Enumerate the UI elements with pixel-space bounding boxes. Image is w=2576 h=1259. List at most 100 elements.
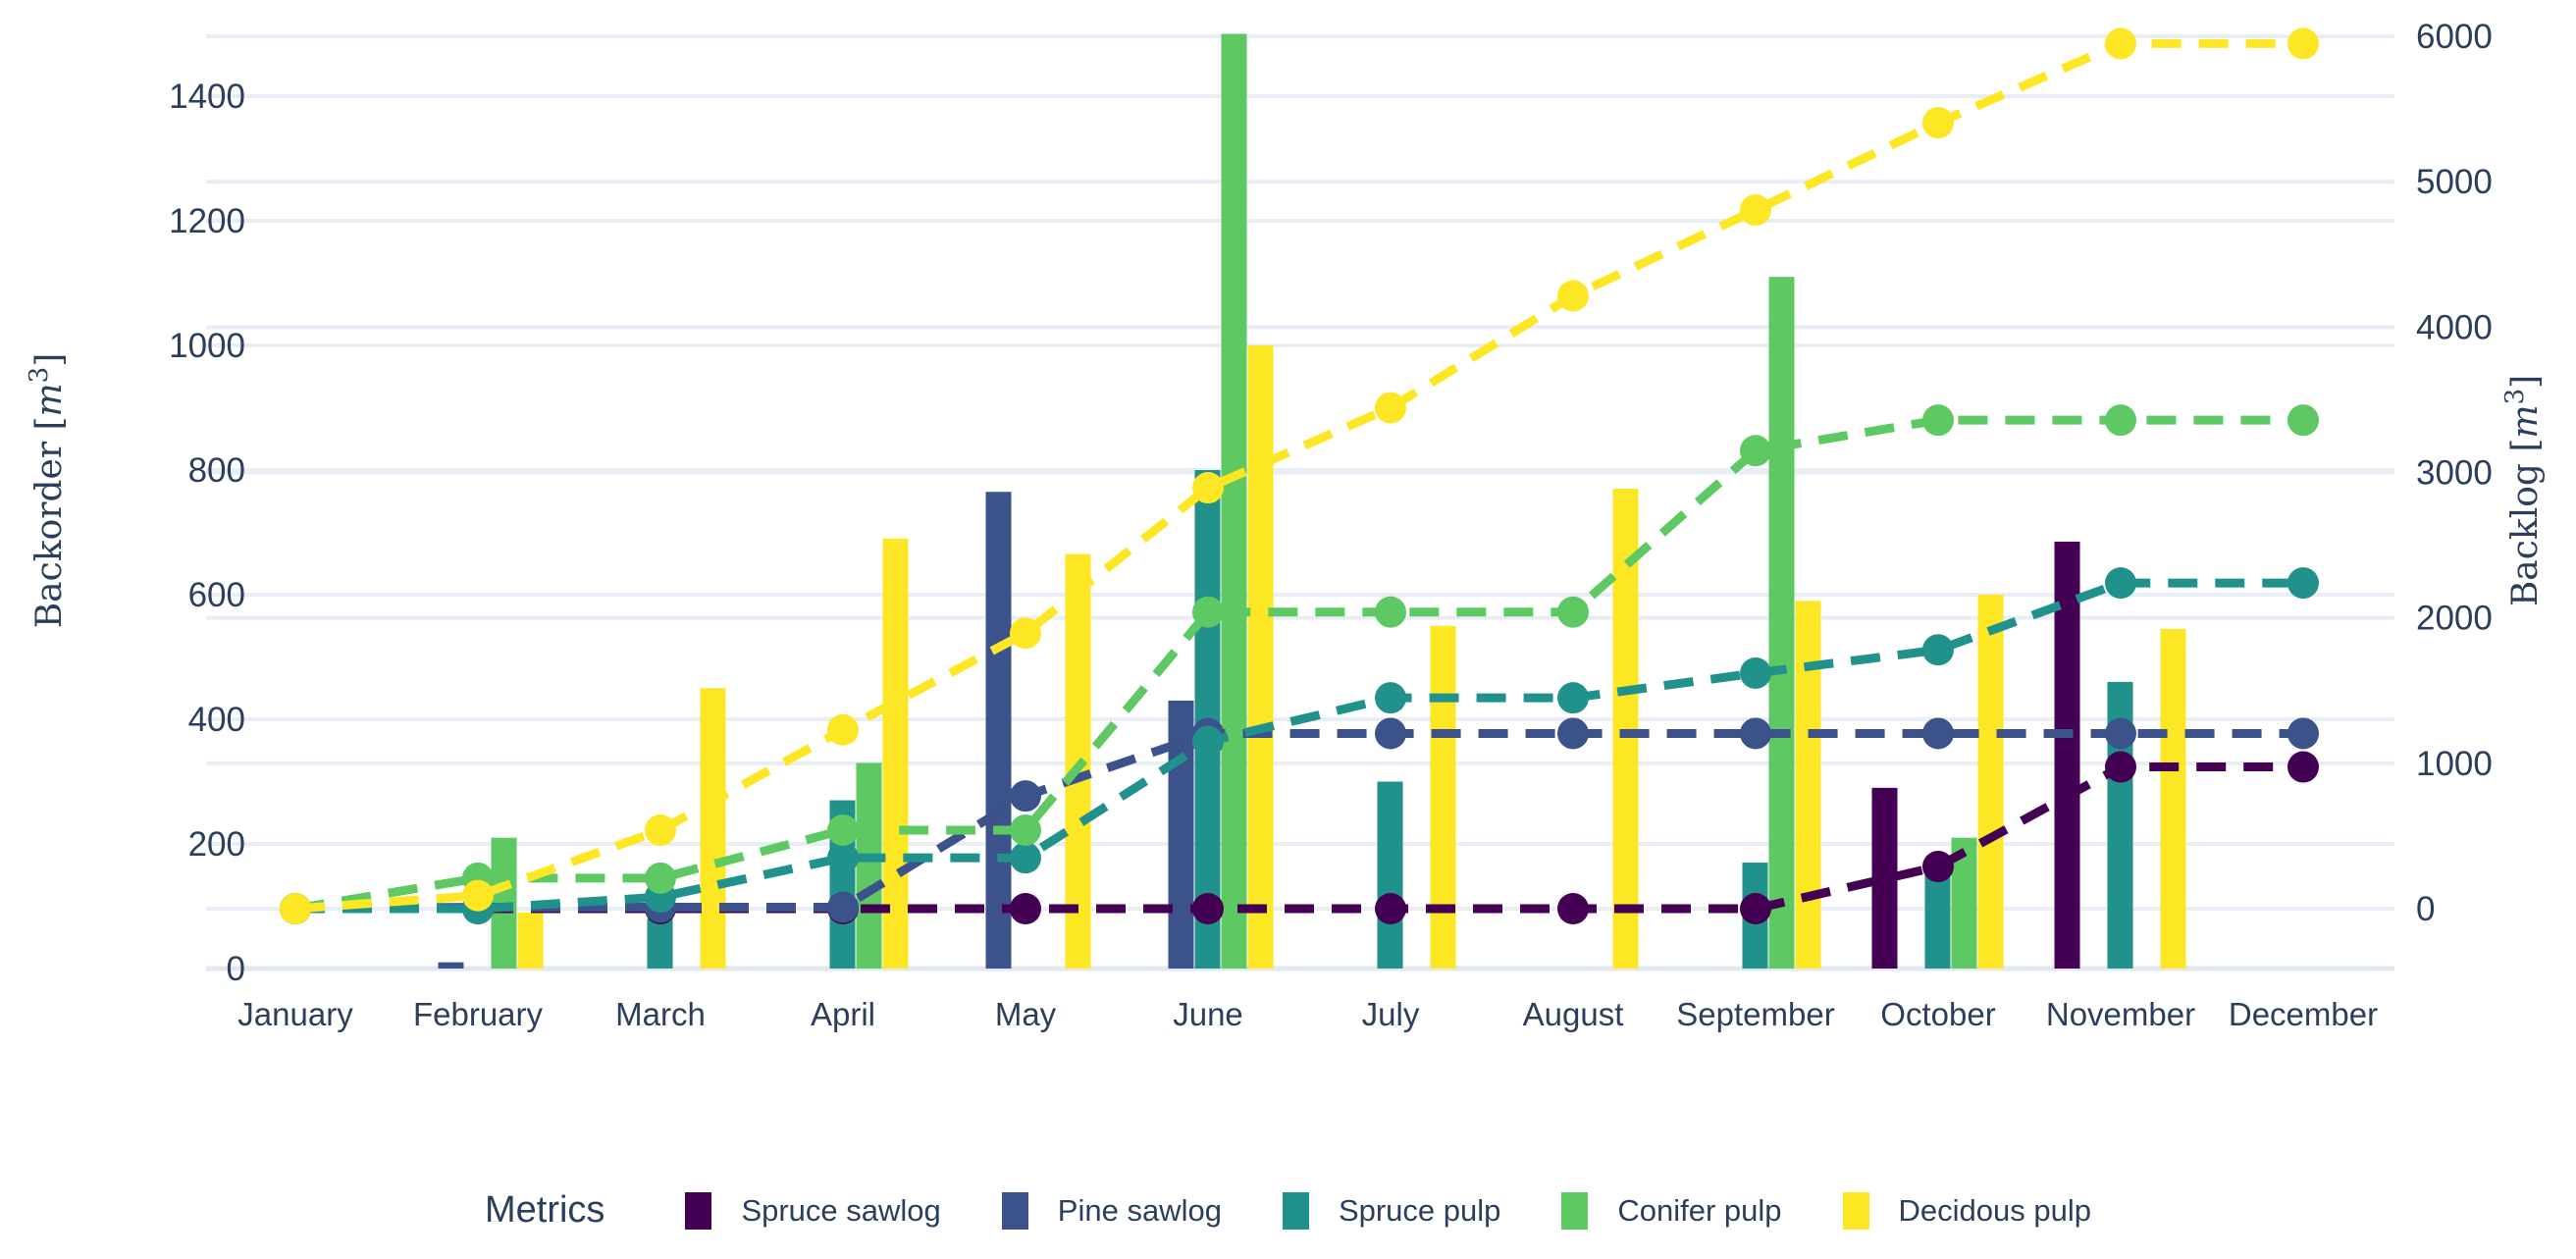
legend-swatch-pine-sawlog xyxy=(1001,1191,1028,1230)
bar-conifer-pulp-april[interactable] xyxy=(856,762,882,969)
marker-conifer-pulp-may xyxy=(1010,813,1041,846)
bar-spruce-sawlog-october[interactable] xyxy=(1871,787,1898,969)
marker-conifer-pulp-march xyxy=(645,862,676,894)
right-axis-title: Backlog [m3] xyxy=(2500,375,2546,606)
marker-decidous-pulp-june xyxy=(1192,472,1224,504)
marker-spruce-sawlog-july xyxy=(1375,893,1406,924)
right-tick-6000: 6000 xyxy=(2416,18,2493,56)
bar-decidous-pulp-february[interactable] xyxy=(517,912,544,969)
marker-pine-sawlog-october xyxy=(1922,717,1954,750)
line-pine-sawlog xyxy=(294,728,2303,914)
marker-decidous-pulp-december xyxy=(2287,27,2319,60)
marker-pine-sawlog-december xyxy=(2287,717,2319,750)
bar-spruce-sawlog-november[interactable] xyxy=(2054,542,2080,969)
marker-conifer-pulp-september xyxy=(1740,435,1771,467)
bar-spruce-pulp-july[interactable] xyxy=(1377,781,1403,970)
right-tick-3000: 3000 xyxy=(2416,454,2493,493)
bar-decidous-pulp-june[interactable] xyxy=(1247,345,1274,969)
legend-item-decidous-pulp[interactable]: Decidous pulp xyxy=(1842,1191,2092,1230)
legend-swatch-spruce-sawlog xyxy=(685,1191,712,1230)
marker-spruce-pulp-may xyxy=(1010,842,1041,874)
bar-spruce-pulp-october[interactable] xyxy=(1924,868,1951,969)
x-tick-august: August xyxy=(1523,996,1624,1032)
bars xyxy=(438,33,2186,970)
x-tick-october: October xyxy=(1880,996,1995,1032)
gridlines xyxy=(206,34,2394,971)
marker-decidous-pulp-april xyxy=(827,713,859,746)
bar-decidous-pulp-october[interactable] xyxy=(1977,595,2004,969)
marker-spruce-pulp-november xyxy=(2105,567,2136,600)
legend-item-spruce-pulp[interactable]: Spruce pulp xyxy=(1282,1191,1501,1230)
marker-pine-sawlog-may xyxy=(1010,780,1041,813)
bar-pine-sawlog-may[interactable] xyxy=(985,492,1012,969)
bar-pine-sawlog-june[interactable] xyxy=(1168,700,1194,969)
marker-pine-sawlog-april xyxy=(827,891,859,923)
bar-conifer-pulp-september[interactable] xyxy=(1768,277,1795,969)
bar-decidous-pulp-november[interactable] xyxy=(2160,628,2186,969)
x-tick-january: January xyxy=(237,996,353,1032)
bar-pine-sawlog-february[interactable] xyxy=(438,962,464,969)
marker-conifer-pulp-july xyxy=(1375,596,1406,628)
right-tick-4000: 4000 xyxy=(2416,308,2493,346)
marker-spruce-sawlog-may xyxy=(1010,893,1041,924)
marker-decidous-pulp-may xyxy=(1010,617,1041,650)
x-tick-march: March xyxy=(615,996,706,1032)
marker-conifer-pulp-december xyxy=(2287,404,2319,437)
marker-spruce-sawlog-october xyxy=(1922,851,1954,883)
legend-item-spruce-sawlog[interactable]: Spruce sawlog xyxy=(685,1191,941,1230)
line-spruce-pulp xyxy=(295,578,2303,914)
right-tick-1000: 1000 xyxy=(2416,745,2493,783)
marker-spruce-sawlog-august xyxy=(1557,893,1589,924)
left-tick-600: 600 xyxy=(188,576,245,614)
tick-labels: 0 200 400 600 800 1000 1200 1400 0 1000 2000 3000 40… xyxy=(169,18,2493,1032)
left-tick-200: 200 xyxy=(188,825,245,864)
marker-conifer-pulp-june xyxy=(1192,596,1224,628)
left-tick-400: 400 xyxy=(188,701,245,739)
left-tick-1000: 1000 xyxy=(169,327,245,365)
right-tick-0: 0 xyxy=(2416,890,2435,928)
marker-spruce-pulp-august xyxy=(1557,682,1589,714)
bar-decidous-pulp-april[interactable] xyxy=(882,538,909,969)
legend-label: Spruce sawlog xyxy=(741,1192,941,1228)
x-tick-december: December xyxy=(2229,996,2378,1032)
legend-title: Metrics xyxy=(484,1189,605,1231)
legend: Metrics Spruce sawlog Pine sawlog Spruce p… xyxy=(0,1189,2576,1232)
marker-decidous-pulp-november xyxy=(2105,27,2136,60)
x-tick-september: September xyxy=(1676,996,1834,1032)
marker-spruce-pulp-june xyxy=(1192,725,1224,758)
marker-spruce-pulp-september xyxy=(1740,656,1771,689)
marker-spruce-sawlog-june xyxy=(1192,893,1224,924)
legend-swatch-spruce-pulp xyxy=(1282,1191,1309,1230)
marker-decidous-pulp-march xyxy=(645,813,676,846)
right-tick-2000: 2000 xyxy=(2416,600,2493,638)
marker-decidous-pulp-january xyxy=(280,893,311,924)
bar-decidous-pulp-september[interactable] xyxy=(1795,601,1821,969)
x-tick-june: June xyxy=(1173,996,1243,1032)
x-tick-november: November xyxy=(2046,996,2195,1032)
line-conifer-pulp xyxy=(294,415,2303,914)
legend-label: Decidous pulp xyxy=(1898,1192,2092,1228)
legend-item-pine-sawlog[interactable]: Pine sawlog xyxy=(1001,1191,1222,1230)
marker-spruce-pulp-october xyxy=(1922,634,1954,666)
bar-spruce-pulp-march[interactable] xyxy=(647,918,673,969)
legend-swatch-decidous-pulp xyxy=(1842,1191,1869,1230)
bar-decidous-pulp-march[interactable] xyxy=(700,688,726,969)
marker-pine-sawlog-august xyxy=(1557,717,1589,750)
left-axis-title: Backorder [m3] xyxy=(25,353,70,629)
x-tick-july: July xyxy=(1362,996,1420,1032)
x-tick-may: May xyxy=(995,996,1057,1032)
legend-label: Pine sawlog xyxy=(1057,1192,1222,1228)
marker-spruce-sawlog-september xyxy=(1740,893,1771,924)
marker-spruce-pulp-july xyxy=(1375,682,1406,714)
marker-spruce-sawlog-november xyxy=(2105,751,2136,783)
marker-decidous-pulp-october xyxy=(1922,107,1954,139)
legend-item-conifer-pulp[interactable]: Conifer pulp xyxy=(1561,1191,1782,1230)
legend-label: Spruce pulp xyxy=(1338,1192,1501,1228)
line-decidous-pulp xyxy=(294,38,2303,914)
bar-decidous-pulp-july[interactable] xyxy=(1430,625,1456,969)
bar-conifer-pulp-june[interactable] xyxy=(1221,33,1247,970)
marker-spruce-pulp-december xyxy=(2287,567,2319,600)
marker-conifer-pulp-august xyxy=(1557,596,1589,628)
bar-decidous-pulp-august[interactable] xyxy=(1612,489,1639,969)
